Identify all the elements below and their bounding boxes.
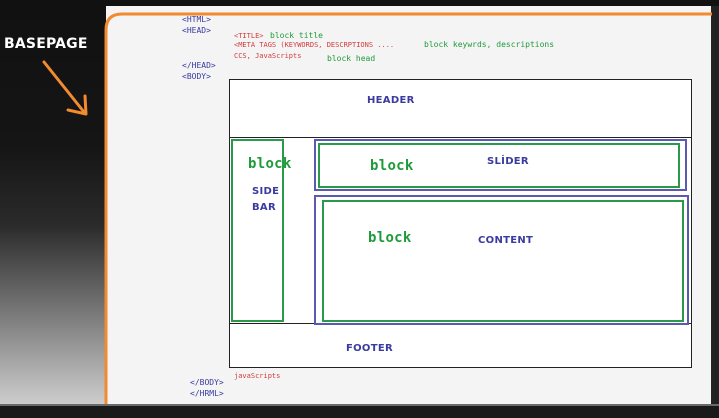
content-region: [322, 200, 684, 322]
top-bar: [0, 0, 719, 6]
content-block-label: block: [368, 230, 412, 246]
code-meta-note: block keywrds, descriptions: [424, 40, 555, 49]
bar-label: BAR: [252, 202, 276, 213]
orange-frame: [104, 12, 712, 408]
code-title-tag: <TITLE>: [234, 32, 264, 40]
progress-line: [0, 404, 719, 406]
slider-label: SLİDER: [487, 156, 529, 167]
footer-label: FOOTER: [346, 343, 393, 354]
code-javascripts: javaScripts: [234, 372, 281, 380]
orange-arrow-shaft: [42, 60, 86, 114]
orange-arrow-head: [66, 94, 88, 116]
code-ccs-js: CCS, JavaScripts: [234, 52, 302, 60]
side-label: SIDE: [252, 186, 280, 197]
content-label: CONTENT: [478, 235, 534, 246]
code-body-open: <BODY>: [182, 72, 211, 81]
content-outer-border: [314, 195, 689, 325]
sidebar-region: [231, 139, 284, 322]
slider-outer-border: [314, 139, 687, 191]
code-hrml-close: </HRML>: [190, 389, 224, 398]
bottom-bar: [0, 404, 719, 418]
footer-region: [229, 323, 692, 368]
code-head-open: <HEAD>: [182, 26, 211, 35]
code-html-open: <HTML>: [182, 15, 211, 24]
code-title-note: block title: [270, 31, 323, 40]
header-label: HEADER: [367, 95, 415, 106]
code-head-close: </HEAD>: [182, 61, 216, 70]
code-body-close: </BODY>: [190, 378, 224, 387]
basepage-label: BASEPAGE: [4, 36, 88, 52]
sidebar-block-label: block: [248, 156, 292, 172]
slider-block-label: block: [370, 158, 414, 174]
right-dark-edge: [711, 6, 719, 406]
code-head-note: block head: [327, 54, 376, 63]
slider-region: [318, 143, 680, 188]
header-region: [229, 79, 692, 138]
code-meta-tags: <META TAGS (KEYWORDS, DESCRPTIONS ....: [234, 41, 395, 49]
